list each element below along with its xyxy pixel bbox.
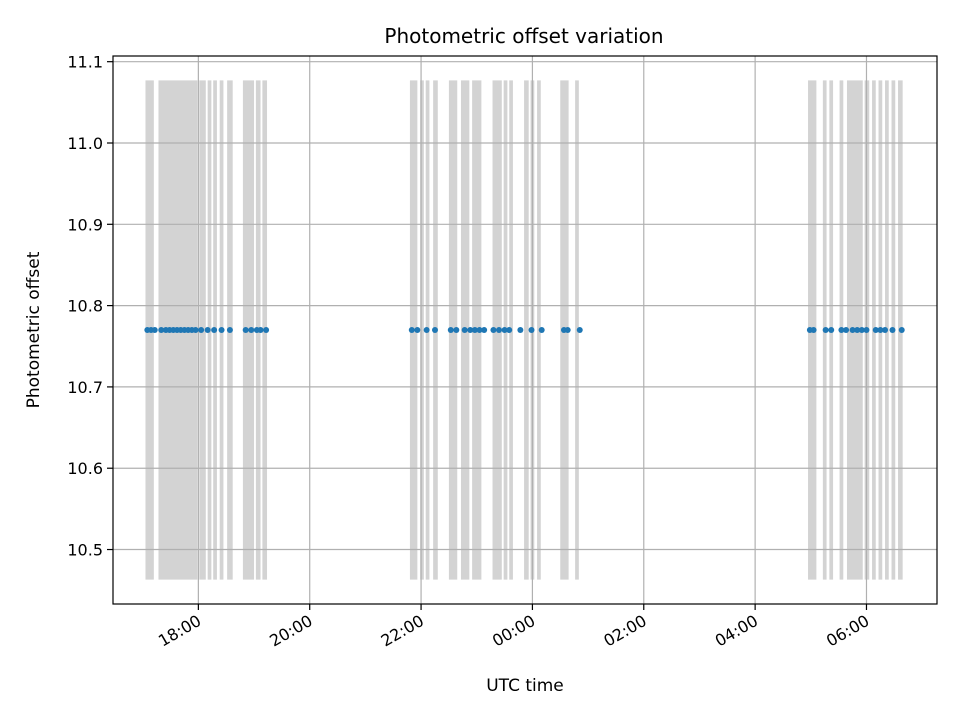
data-point-0-37 [506, 327, 513, 333]
data-point-0-48 [838, 327, 845, 333]
data-point-0-51 [854, 327, 861, 333]
data-point-0-19 [248, 327, 255, 333]
data-point-0-35 [496, 327, 503, 333]
x-tick-label-4: 02:00 [600, 611, 649, 651]
x-tick-label-5: 04:00 [712, 611, 761, 651]
data-point-0-30 [467, 327, 474, 333]
y-tick-label-5: 11.0 [67, 134, 103, 153]
chart-title: Photometric offset variation [384, 24, 663, 48]
data-point-0-53 [863, 327, 870, 333]
y-tick-label-6: 11.1 [67, 53, 103, 72]
y-tick-label-1: 10.6 [67, 459, 103, 478]
data-point-0-33 [481, 327, 488, 333]
data-point-0-13 [198, 327, 205, 333]
y-tick-label-2: 10.7 [67, 378, 103, 397]
x-tick-label-3: 00:00 [489, 611, 538, 651]
data-point-0-24 [414, 327, 421, 333]
data-point-0-23 [408, 327, 415, 333]
data-point-0-31 [471, 327, 478, 333]
x-tick-label-0: 18:00 [155, 611, 204, 651]
x-tick-label-2: 22:00 [378, 611, 427, 651]
data-point-0-54 [872, 327, 879, 333]
data-point-0-17 [226, 327, 233, 333]
y-tick-label-3: 10.8 [67, 297, 103, 316]
data-point-0-58 [898, 327, 905, 333]
data-point-0-47 [828, 327, 835, 333]
data-point-0-32 [476, 327, 483, 333]
data-point-0-25 [423, 327, 430, 333]
data-point-0-28 [453, 327, 460, 333]
data-point-0-49 [843, 327, 850, 333]
data-point-0-34 [490, 327, 497, 333]
data-point-0-36 [501, 327, 508, 333]
data-point-0-18 [242, 327, 249, 333]
data-point-0-45 [810, 327, 817, 333]
grid-lines [113, 56, 937, 604]
y-tick-label-0: 10.5 [67, 541, 103, 560]
observation-band-20 [524, 80, 529, 580]
data-point-0-42 [564, 327, 571, 333]
data-point-0-52 [858, 327, 865, 333]
data-point-0-21 [257, 327, 264, 333]
data-point-0-22 [263, 327, 270, 333]
data-point-0-38 [517, 327, 524, 333]
data-point-0-16 [218, 327, 225, 333]
x-axis-ticks: 18:00 20:00 22:00 00:00 02:00 04:00 06:00 [155, 604, 872, 651]
data-point-0-15 [211, 327, 218, 333]
data-point-0-29 [461, 327, 468, 333]
data-point-0-2 [151, 327, 158, 333]
y-axis-ticks: 10.5 10.6 10.7 10.8 10.9 11.0 11.1 [67, 53, 113, 560]
data-point-0-12 [192, 327, 199, 333]
data-point-0-26 [431, 327, 438, 333]
data-point-0-43 [576, 327, 583, 333]
data-point-0-50 [849, 327, 856, 333]
y-tick-label-4: 10.9 [67, 215, 103, 234]
data-point-0-3 [158, 327, 165, 333]
data-point-0-27 [447, 327, 454, 333]
plot-frame [112, 55, 938, 605]
data-points [144, 327, 905, 333]
data-point-0-39 [528, 327, 535, 333]
data-point-0-56 [882, 327, 889, 333]
y-axis-title: Photometric offset [24, 251, 44, 408]
data-point-0-46 [822, 327, 829, 333]
data-point-0-55 [877, 327, 884, 333]
x-tick-label-6: 06:00 [823, 611, 872, 651]
data-point-0-57 [889, 327, 896, 333]
x-axis-title: UTC time [486, 676, 564, 696]
data-point-0-40 [538, 327, 545, 333]
observation-band-11 [420, 80, 424, 580]
data-point-0-14 [204, 327, 211, 333]
x-tick-label-1: 20:00 [266, 611, 315, 651]
